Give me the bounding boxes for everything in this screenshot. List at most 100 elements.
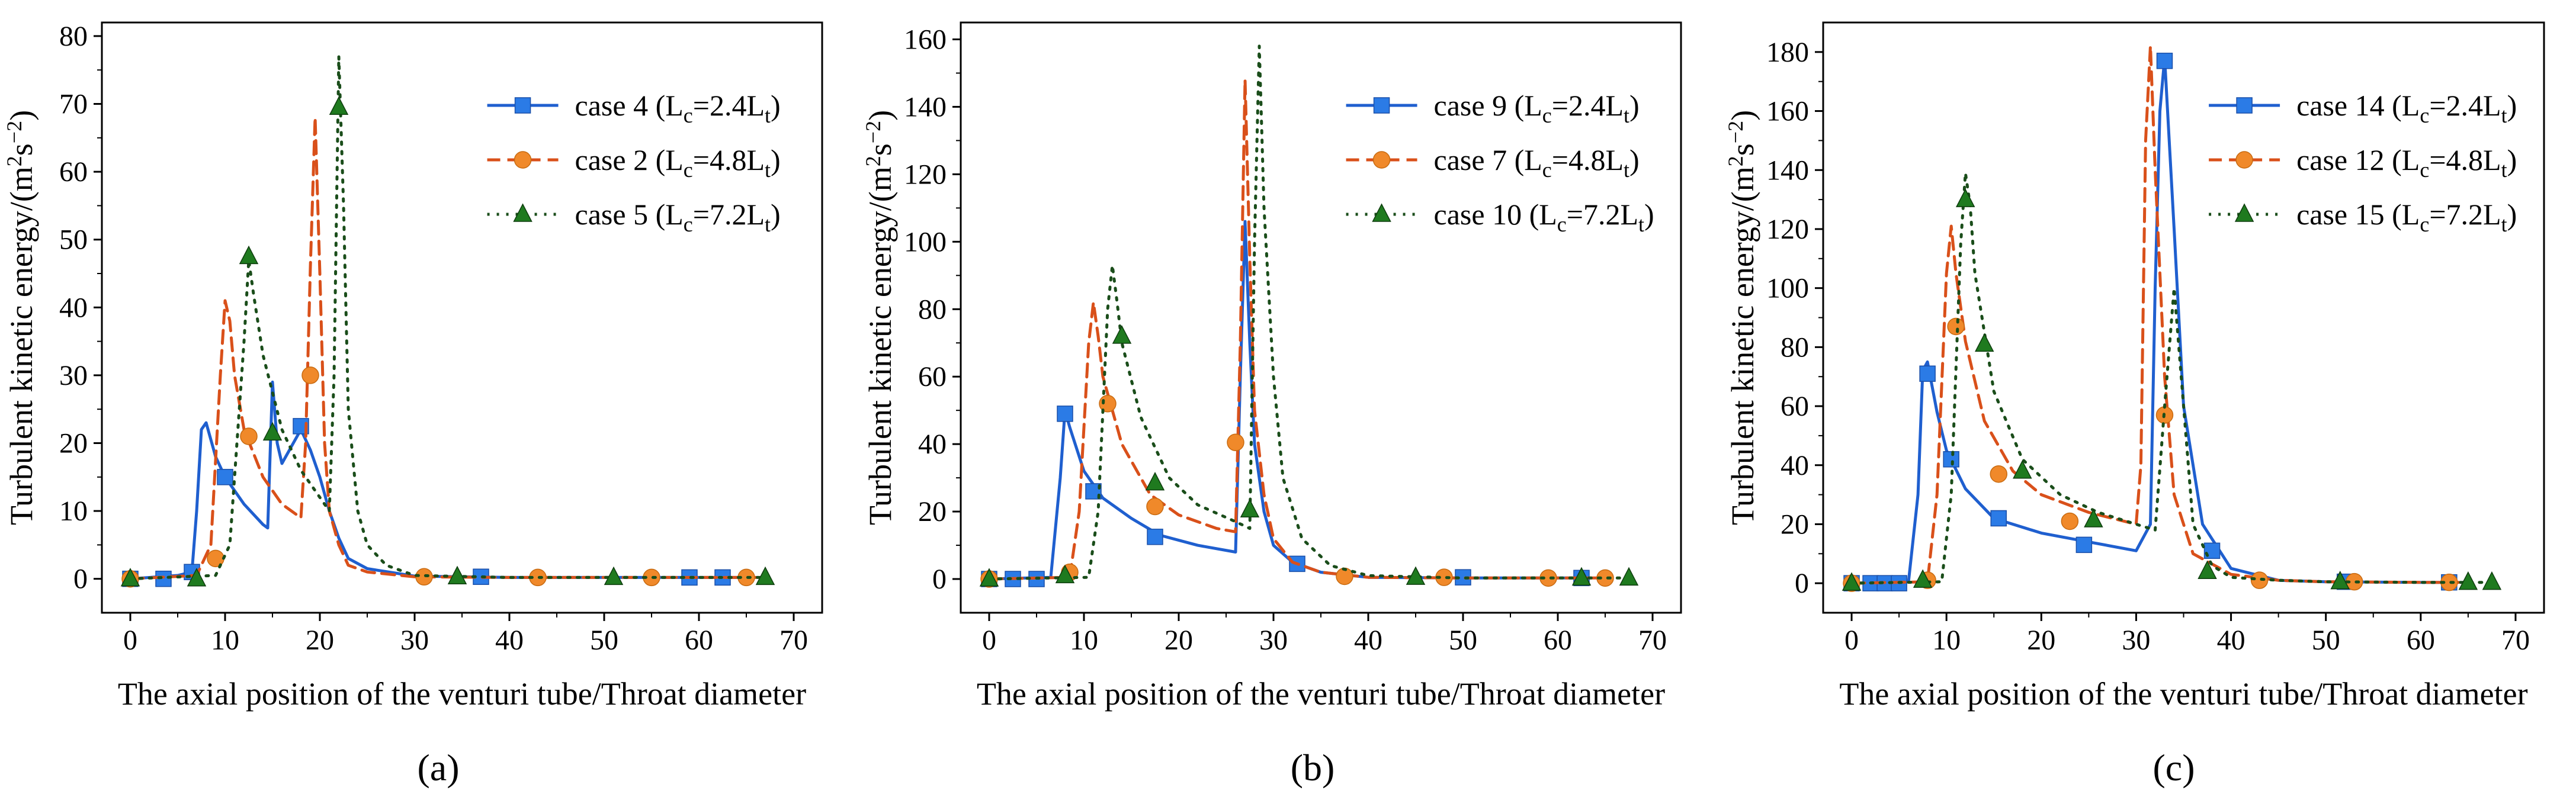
legend-text-part: (L (1522, 198, 1557, 231)
data-point-square (1919, 365, 1936, 382)
legend-entry: case 14 (Lc=2.4Lt) (2296, 89, 2517, 127)
data-point-triangle (1974, 333, 1994, 352)
x-tick-label: 10 (1932, 625, 1961, 656)
series-line-case-4 (129, 380, 748, 581)
legend-text-part: c (2420, 158, 2429, 182)
legend-text-part: case 14 (2296, 89, 2385, 122)
legend-text-part: case 12 (2296, 143, 2385, 176)
x-tick-label: 20 (2027, 625, 2055, 656)
data-point-triangle (1112, 325, 1132, 344)
y-axis-title: Turbulent kinetic energy/(m2s−2) (1724, 110, 1760, 525)
data-point-triangle (1571, 567, 1592, 586)
legend-text-part: ) (771, 89, 781, 122)
y-tick-label: 40 (59, 292, 88, 323)
x-tick-label: 0 (982, 625, 996, 656)
y-axis-title-part: −2 (2, 121, 26, 143)
legend-entry: case 10 (Lc=7.2Lt) (1434, 198, 1654, 236)
series-line-case-10 (987, 44, 1635, 581)
data-point-circle (301, 366, 319, 384)
y-axis-title-part: Turbulent kinetic energy/(m (862, 166, 898, 525)
x-tick-label: 10 (1070, 625, 1098, 656)
legend-text-part: c (684, 158, 693, 182)
panel-label: (a) (417, 747, 459, 789)
data-point-circle (1146, 497, 1164, 516)
x-tick-label: 20 (1165, 625, 1193, 656)
y-tick-label: 70 (59, 89, 88, 120)
y-axis-title-part: 2 (861, 156, 885, 166)
y-tick-label: 40 (918, 429, 947, 460)
data-point-circle (1227, 433, 1244, 452)
y-tick-label: 140 (904, 91, 947, 123)
legend-marker-triangle (513, 203, 532, 222)
data-point-triangle (604, 566, 624, 586)
data-point-circle (2250, 571, 2269, 589)
legend-text-part: c (684, 213, 693, 236)
legend-text-part: =4.8L (2429, 143, 2501, 176)
y-tick-label: 0 (932, 564, 947, 595)
legend-text-part: t (1624, 104, 1629, 127)
legend-text-part: c (1557, 213, 1567, 236)
data-point-square (1057, 406, 1073, 422)
x-tick-label: 0 (123, 625, 137, 656)
x-tick-label: 50 (590, 625, 618, 656)
legend-text-part: (L (2385, 198, 2420, 231)
data-point-square (2075, 536, 2093, 554)
legend-marker-triangle (2234, 203, 2254, 222)
y-tick-label: 0 (73, 564, 88, 595)
x-tick-label: 70 (1638, 625, 1667, 656)
legend-text-part: =4.8L (1552, 143, 1624, 176)
data-point-triangle (755, 566, 775, 586)
legend-text-part: case 9 (1434, 89, 1507, 122)
y-tick-label: 80 (59, 21, 88, 52)
data-point-circle (2061, 512, 2079, 530)
x-tick-label: 40 (495, 625, 524, 656)
legend-entry: case 7 (Lc=4.8Lt) (1434, 143, 1640, 182)
data-point-triangle (1842, 572, 1862, 591)
legend-text-part: (L (2385, 89, 2420, 122)
legend-text-part: t (2501, 213, 2507, 236)
panel-label: (b) (1291, 747, 1335, 789)
x-tick-label: 60 (2407, 625, 2435, 656)
legend-text-part: t (2501, 104, 2507, 127)
legend-entry: case 2 (Lc=4.8Lt) (575, 143, 781, 182)
legend-marker-circle (1372, 151, 1391, 169)
legend-text-part: c (2420, 213, 2429, 236)
x-tick-label: 30 (1259, 625, 1288, 656)
x-axis-title: The axial position of the venturi tube/T… (1839, 676, 2527, 712)
y-tick-label: 80 (1781, 332, 1809, 363)
x-tick-label: 50 (1449, 625, 1477, 656)
y-tick-label: 40 (1781, 450, 1809, 481)
series-line-case-2 (129, 115, 767, 581)
legend-text-part: ) (2507, 198, 2517, 231)
legend-text-part: ) (771, 143, 781, 176)
legend-text-part: =7.2L (2429, 198, 2501, 231)
chart-panel-0: 0 10 20 30 40 50 60 70 0 10 20 30 40 50 60 70 80 The axia… (2, 21, 823, 789)
y-tick-label: 180 (1766, 37, 1809, 68)
data-point-triangle (1955, 188, 1975, 207)
data-point-circle (1947, 317, 1965, 336)
y-tick-label: 10 (59, 496, 88, 527)
legend-text-part: (L (1507, 143, 1542, 176)
y-tick-label: 30 (59, 360, 88, 391)
legend-entry: case 15 (Lc=7.2Lt) (2296, 198, 2517, 236)
legend-entry: case 9 (Lc=2.4Lt) (1434, 89, 1640, 127)
legend-text-part: ) (1629, 143, 1640, 176)
series-line-case-12 (1850, 44, 2460, 585)
x-tick-label: 20 (306, 625, 334, 656)
legend-marker-circle (514, 151, 532, 169)
legend-text-part: case 15 (2296, 198, 2385, 231)
legend-text-part: ) (2507, 89, 2517, 122)
data-point-triangle (120, 568, 140, 587)
legend-text-part: ) (2507, 143, 2517, 176)
y-axis-title-part: −2 (861, 121, 885, 143)
data-point-triangle (447, 565, 467, 585)
x-tick-label: 30 (2122, 625, 2150, 656)
data-point-triangle (1055, 564, 1075, 584)
legend-marker-square (2236, 97, 2253, 114)
legend-marker-triangle (1372, 203, 1391, 222)
y-axis-title-part: 2 (1724, 156, 1747, 166)
legend-text-part: case 10 (1434, 198, 1522, 231)
legend-text-part: (L (648, 198, 684, 231)
x-tick-label: 40 (1354, 625, 1382, 656)
